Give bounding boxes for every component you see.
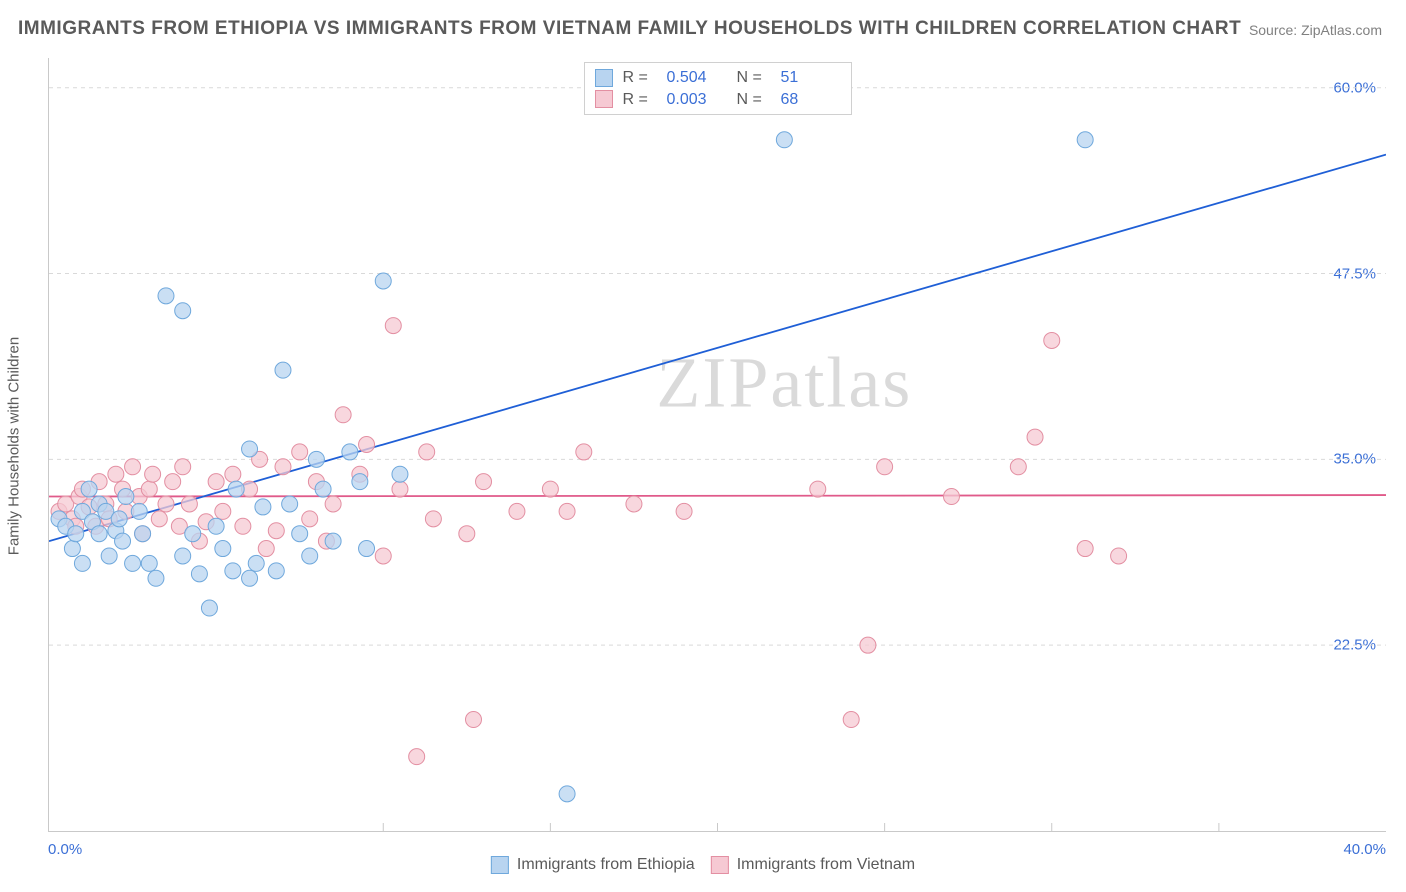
- scatter-svg: [49, 58, 1386, 831]
- swatch-ethiopia: [595, 69, 613, 87]
- n-value: 51: [781, 67, 841, 89]
- n-label: N =: [737, 89, 771, 111]
- r-label: R =: [623, 89, 657, 111]
- legend-item-ethiopia: Immigrants from Ethiopia: [491, 856, 695, 874]
- swatch-ethiopia: [491, 856, 509, 874]
- x-axis-min-label: 0.0%: [48, 841, 82, 858]
- legend-item-vietnam: Immigrants from Vietnam: [711, 856, 915, 874]
- chart-plot-area: R = 0.504 N = 51 R = 0.003 N = 68 ZIPatl…: [48, 58, 1386, 832]
- legend-stats-box: R = 0.504 N = 51 R = 0.003 N = 68: [584, 62, 852, 115]
- legend-bottom: Immigrants from Ethiopia Immigrants from…: [491, 856, 915, 874]
- source-value: ZipAtlas.com: [1301, 22, 1382, 38]
- chart-title: IMMIGRANTS FROM ETHIOPIA VS IMMIGRANTS F…: [18, 18, 1241, 40]
- legend-row-vietnam: R = 0.003 N = 68: [595, 89, 841, 111]
- r-value: 0.504: [667, 67, 727, 89]
- source-label: Source:: [1249, 22, 1297, 38]
- r-label: R =: [623, 67, 657, 89]
- n-value: 68: [781, 89, 841, 111]
- swatch-vietnam: [711, 856, 729, 874]
- series-label: Immigrants from Vietnam: [737, 856, 915, 874]
- r-value: 0.003: [667, 89, 727, 111]
- n-label: N =: [737, 67, 771, 89]
- source-attribution: Source: ZipAtlas.com: [1249, 22, 1382, 38]
- legend-row-ethiopia: R = 0.504 N = 51: [595, 67, 841, 89]
- y-axis-title: Family Households with Children: [6, 337, 23, 555]
- series-label: Immigrants from Ethiopia: [517, 856, 695, 874]
- swatch-vietnam: [595, 90, 613, 108]
- x-axis-max-label: 40.0%: [1343, 841, 1386, 858]
